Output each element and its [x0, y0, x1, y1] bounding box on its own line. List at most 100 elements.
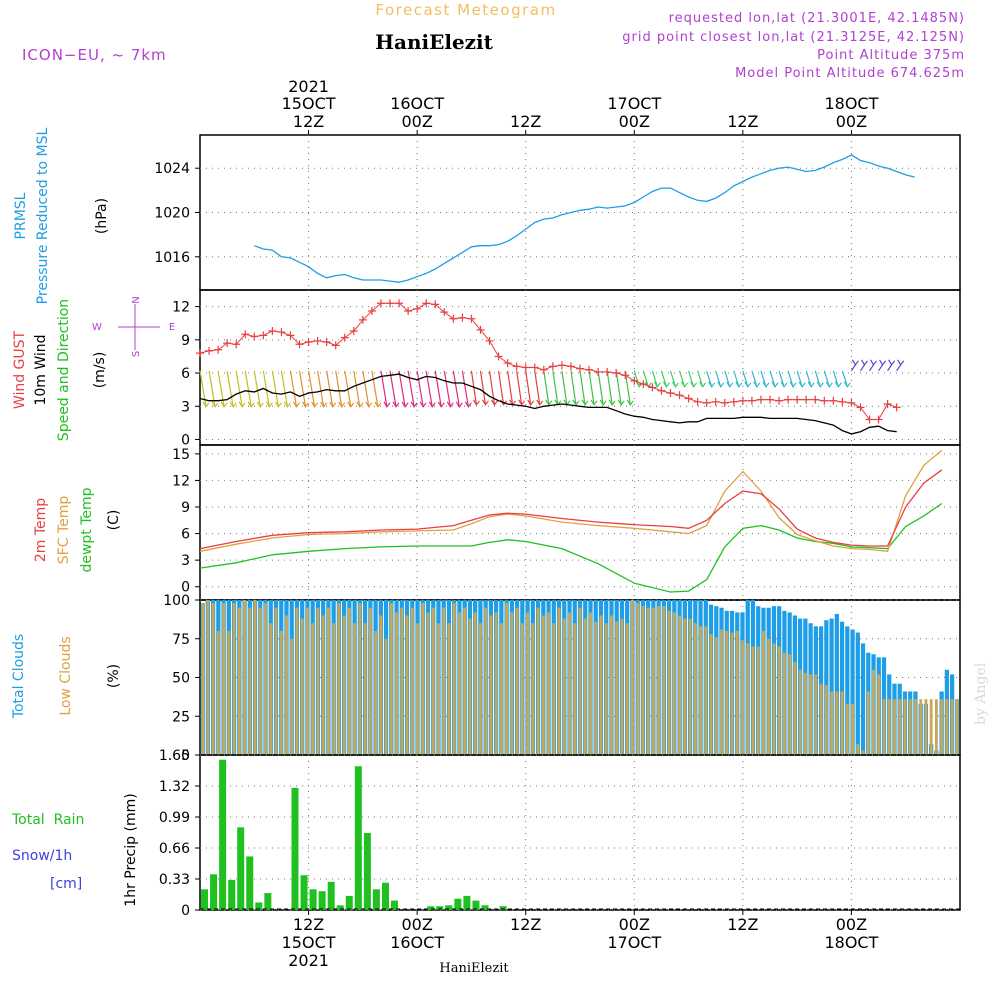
- y-tick-label: 0.66: [159, 841, 190, 857]
- low-cloud-bar: [730, 632, 734, 755]
- sfc-temp-line: [199, 449, 943, 552]
- low-cloud-bar: [782, 652, 786, 755]
- gust-marker: [566, 362, 575, 371]
- rain-bar: [499, 906, 507, 910]
- low-cloud-bar: [657, 606, 661, 755]
- total-cloud-bar: [850, 629, 855, 755]
- wind-arrow-head: [220, 401, 228, 408]
- gust-marker: [747, 396, 756, 405]
- rain-bar: [445, 905, 453, 910]
- precip-panel: Total Rain Snow/1h [cm] 1hr Precip (mm) …: [11, 748, 961, 919]
- low-cloud-bar: [767, 638, 771, 755]
- low-cloud-bar: [431, 607, 435, 755]
- low-cloud-bar: [484, 607, 488, 755]
- gust-marker: [340, 333, 349, 342]
- gust-marker: [458, 313, 467, 322]
- low-cloud-bar: [646, 607, 650, 755]
- gust-marker: [250, 332, 259, 341]
- low-cloud-bar: [248, 607, 252, 755]
- wind-arrow-head: [681, 381, 689, 388]
- low-cloud-bar: [568, 612, 571, 755]
- y-tick-label: 0: [181, 748, 190, 764]
- low-clouds-label: Low Clouds: [58, 636, 74, 715]
- meteogram-title: Forecast Meteogram: [375, 1, 556, 19]
- compass-south: S: [131, 351, 142, 357]
- gust-marker: [693, 397, 702, 406]
- wind-arrow-head: [843, 381, 851, 388]
- wind-direction-arrow: [651, 370, 658, 388]
- top-day-label: 18OCT: [824, 94, 878, 113]
- gust-marker: [395, 299, 404, 308]
- low-cloud-bar: [363, 623, 367, 755]
- wind-direction-arrow: [850, 364, 856, 372]
- rain-bar: [327, 881, 335, 910]
- gust-marker: [603, 367, 612, 376]
- wind-direction-arrow: [226, 370, 234, 407]
- rain-bar: [309, 889, 317, 910]
- rain-bar: [472, 900, 480, 910]
- wind-arrow-head: [536, 399, 544, 406]
- rain-bar: [463, 895, 471, 910]
- gust-marker: [304, 338, 313, 347]
- wind-arrow-head: [392, 401, 400, 408]
- low-cloud-bar: [216, 631, 220, 755]
- wind-direction-arrow: [488, 370, 496, 405]
- low-cloud-bar: [400, 607, 404, 755]
- wind-arrow-head: [437, 401, 445, 408]
- gust-marker: [386, 299, 394, 308]
- gust-marker: [512, 362, 521, 371]
- wind-arrow-head: [329, 401, 337, 408]
- y-tick-label: 0: [181, 903, 190, 919]
- low-cloud-bar: [526, 612, 530, 755]
- low-cloud-bar: [515, 607, 519, 755]
- gust-marker: [268, 326, 277, 335]
- wind-arrow-head: [834, 381, 842, 388]
- low-cloud-bar: [353, 623, 357, 755]
- wind-direction-arrow: [570, 370, 577, 405]
- wind-arrow-head: [807, 381, 815, 388]
- gust-marker: [521, 363, 530, 372]
- gust-marker: [232, 340, 241, 349]
- wind-arrow-head: [446, 401, 454, 408]
- wind-arrow-head: [771, 381, 779, 388]
- gust-marker: [196, 349, 204, 358]
- low-cloud-bar: [751, 646, 755, 755]
- y-tick-label: 0.33: [159, 872, 190, 888]
- gust-marker: [503, 359, 512, 368]
- wind-arrow-head: [780, 381, 788, 388]
- temp-unit: (C): [106, 510, 122, 531]
- wind-direction-arrow: [832, 370, 839, 388]
- rain-bar: [481, 905, 489, 910]
- gust-marker: [585, 365, 594, 374]
- bottom-year-label: 2021: [288, 951, 329, 970]
- gust-marker: [548, 362, 557, 371]
- gust-marker: [612, 369, 621, 378]
- low-cloud-bar: [416, 623, 419, 755]
- top-day-label: 15OCT: [282, 94, 336, 113]
- low-cloud-bar: [410, 607, 414, 755]
- low-cloud-bar: [625, 623, 629, 755]
- low-cloud-bar: [861, 750, 865, 755]
- wind-arrow-head: [572, 399, 580, 406]
- wind-direction-arrow: [887, 364, 893, 372]
- low-cloud-bar: [306, 607, 309, 755]
- gust-marker: [802, 395, 811, 404]
- wind-direction-arrow: [507, 370, 514, 405]
- wind-arrow-head: [419, 401, 427, 408]
- y-tick-label: 25: [172, 709, 190, 725]
- top-hour-label: 00Z: [619, 112, 650, 131]
- low-cloud-bar: [688, 618, 692, 755]
- compass-icon: N S W E: [92, 296, 175, 357]
- wind-direction-arrow: [597, 370, 604, 405]
- gust-marker: [431, 300, 440, 309]
- low-cloud-bar: [756, 646, 760, 755]
- wind-direction-arrow: [208, 370, 216, 407]
- gust-marker: [865, 415, 874, 424]
- y-tick-label: 0.99: [159, 810, 190, 826]
- low-cloud-bar: [489, 615, 493, 755]
- pressure-unit: (hPa): [94, 198, 110, 234]
- wind-direction-arrow: [543, 370, 550, 405]
- low-cloud-bar: [678, 615, 682, 755]
- wind-arrow-head: [401, 401, 409, 408]
- low-cloud-bar: [494, 612, 498, 755]
